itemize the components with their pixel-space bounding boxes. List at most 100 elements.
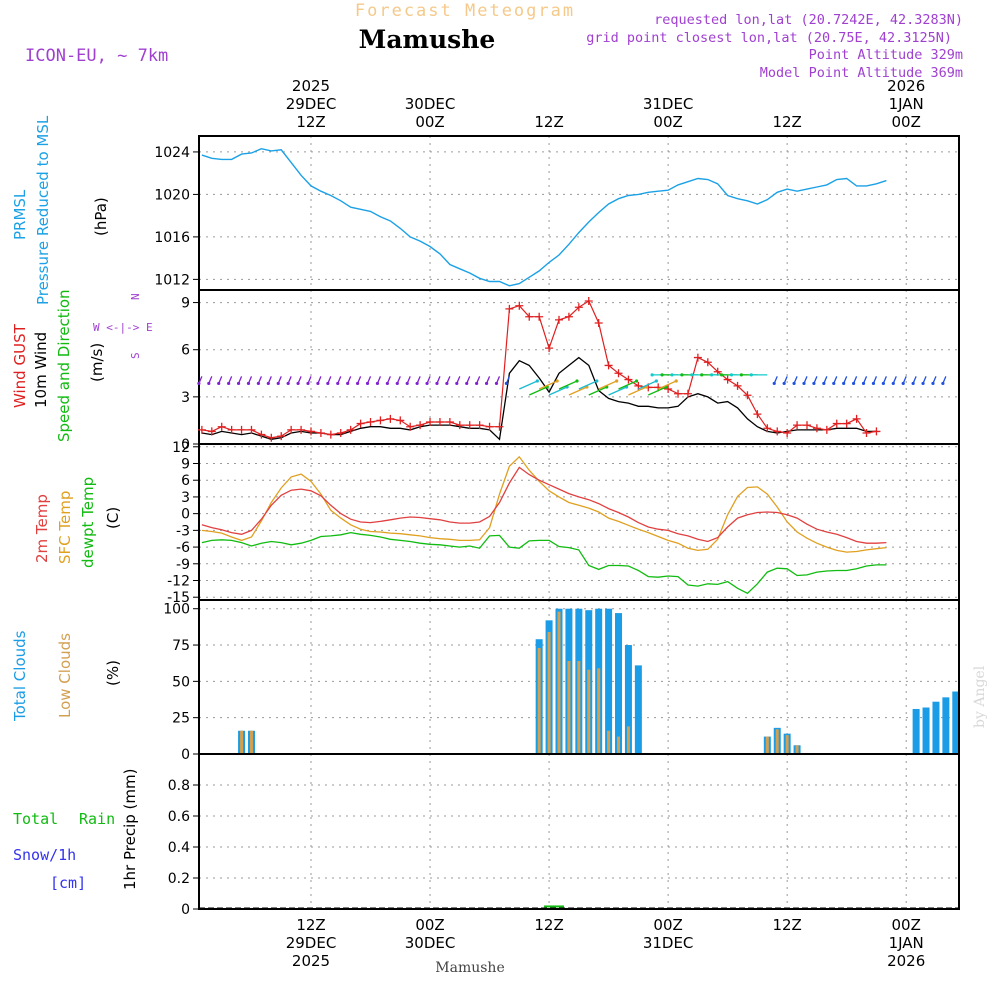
total-label: Total: [13, 810, 58, 828]
footer-place: Mamushe: [435, 960, 504, 976]
time-label: 12Z: [534, 113, 563, 131]
wind-arrow-head: [674, 379, 678, 383]
wind-arrow-head: [236, 381, 241, 386]
wind-arrow: [519, 380, 538, 390]
y-tick-label: 0.2: [168, 871, 190, 887]
grid-point-coords: grid point closest lon,lat (20.75E, 42.3…: [586, 30, 952, 46]
gust-point: [445, 418, 454, 426]
time-label: 00Z: [415, 113, 444, 131]
low-cloud-bar: [567, 661, 571, 754]
wind-arrow: [588, 386, 608, 396]
time-label: 30DEC: [405, 95, 456, 113]
wind-arrow-head: [792, 381, 796, 386]
gust-point: [267, 433, 276, 442]
wind-arrow-head: [772, 381, 776, 386]
product-title: Forecast Meteogram: [355, 1, 575, 21]
y-tick-label: 3: [181, 490, 190, 506]
rain-bar: [554, 905, 564, 908]
gust-point: [217, 422, 226, 431]
gust-point: [783, 429, 792, 437]
wind-arrow-head: [871, 381, 876, 386]
wind-arrow-head: [435, 381, 439, 386]
wind-arrow-head: [316, 381, 320, 386]
gust-point: [366, 418, 375, 426]
wind-arrow-head: [484, 381, 489, 386]
gust-point: [584, 297, 593, 305]
gust-point: [555, 315, 563, 324]
wind-arrow-head: [326, 381, 330, 386]
panel-frame: [198, 443, 960, 601]
wind-arrow-head: [852, 381, 856, 386]
precip-labels: Total Rain Snow/1h [cm] 1hr Precip (mm): [13, 769, 139, 892]
y-tick-label: -6: [176, 540, 190, 556]
wind-arrow-head: [375, 381, 380, 386]
wind-arrow-head: [555, 379, 559, 383]
gust-point: [376, 416, 385, 425]
gust-point: [842, 419, 851, 428]
wind-arrow-head: [494, 381, 499, 386]
gust-point: [624, 375, 633, 384]
y-tick-label: 0: [181, 747, 190, 763]
time-label: 12Z: [772, 916, 801, 934]
compass-icon: N S W <-|-> E: [93, 293, 153, 359]
time-label: 31DEC: [643, 95, 694, 113]
total-cloud-bar: [932, 701, 940, 754]
wind-arrow-head: [931, 381, 935, 386]
requested-coords: requested lon,lat (20.7242E, 42.3283N): [654, 12, 963, 28]
wind-arrow-head: [395, 381, 399, 386]
dewpt-label: dewpt Temp: [79, 477, 97, 568]
gust-point: [753, 410, 762, 419]
total-cloud-bar: [912, 708, 920, 754]
wind-arrow: [598, 380, 617, 390]
wind-speed-line: [201, 356, 877, 441]
low-cloud-bar: [547, 631, 551, 754]
low-cloud-bar: [626, 726, 630, 754]
wind-arrow-head: [445, 381, 449, 386]
time-label: 00Z: [415, 916, 444, 934]
wind-arrow-head: [680, 373, 684, 377]
time-label: 12Z: [772, 113, 801, 131]
total-cloud-bar: [922, 707, 930, 754]
time-label: 12Z: [296, 113, 325, 131]
low-cloud-bar: [607, 730, 611, 754]
total-cloud-bar: [615, 613, 623, 754]
gust-point: [386, 414, 395, 423]
t2m-label: 2m Temp: [33, 494, 51, 563]
gust-point: [852, 414, 861, 423]
wind-arrow-head: [197, 381, 201, 386]
gust-point: [257, 430, 266, 439]
gust-point: [872, 427, 881, 436]
gust-point: [693, 353, 702, 362]
gust-point: [793, 421, 802, 430]
wind-arrow-head: [901, 381, 905, 386]
wind-arrow-head: [415, 381, 419, 386]
time-label: 29DEC: [286, 934, 337, 952]
wind-arrow-head: [276, 381, 280, 386]
credit-watermark: by Angel: [972, 665, 988, 728]
low-cloud-bar: [577, 661, 581, 754]
time-label: 2025: [292, 952, 330, 970]
sfc-temp-line: [201, 455, 887, 553]
y-tick-label: -9: [176, 557, 190, 573]
gust-point: [406, 422, 415, 431]
y-tick-label: 1020: [154, 187, 190, 203]
y-tick-label: -12: [167, 574, 190, 590]
wind-arrow-head: [595, 379, 599, 383]
gust-point: [326, 430, 335, 439]
time-label: 00Z: [892, 916, 921, 934]
y-tick-label: 9: [181, 457, 190, 473]
wind-label: 10m Wind: [32, 332, 50, 408]
gust-point: [197, 425, 206, 434]
time-label: 1JAN: [889, 95, 924, 113]
wind-arrow-head: [286, 381, 290, 386]
wind-arrow-head: [690, 373, 694, 377]
wind-arrow-head: [891, 381, 895, 386]
wind-arrow-head: [670, 373, 674, 377]
gust-point: [336, 429, 345, 437]
low-cloud-bar: [249, 730, 253, 754]
wind-arrow-head: [475, 381, 479, 386]
wind-arrow-head: [832, 381, 836, 386]
